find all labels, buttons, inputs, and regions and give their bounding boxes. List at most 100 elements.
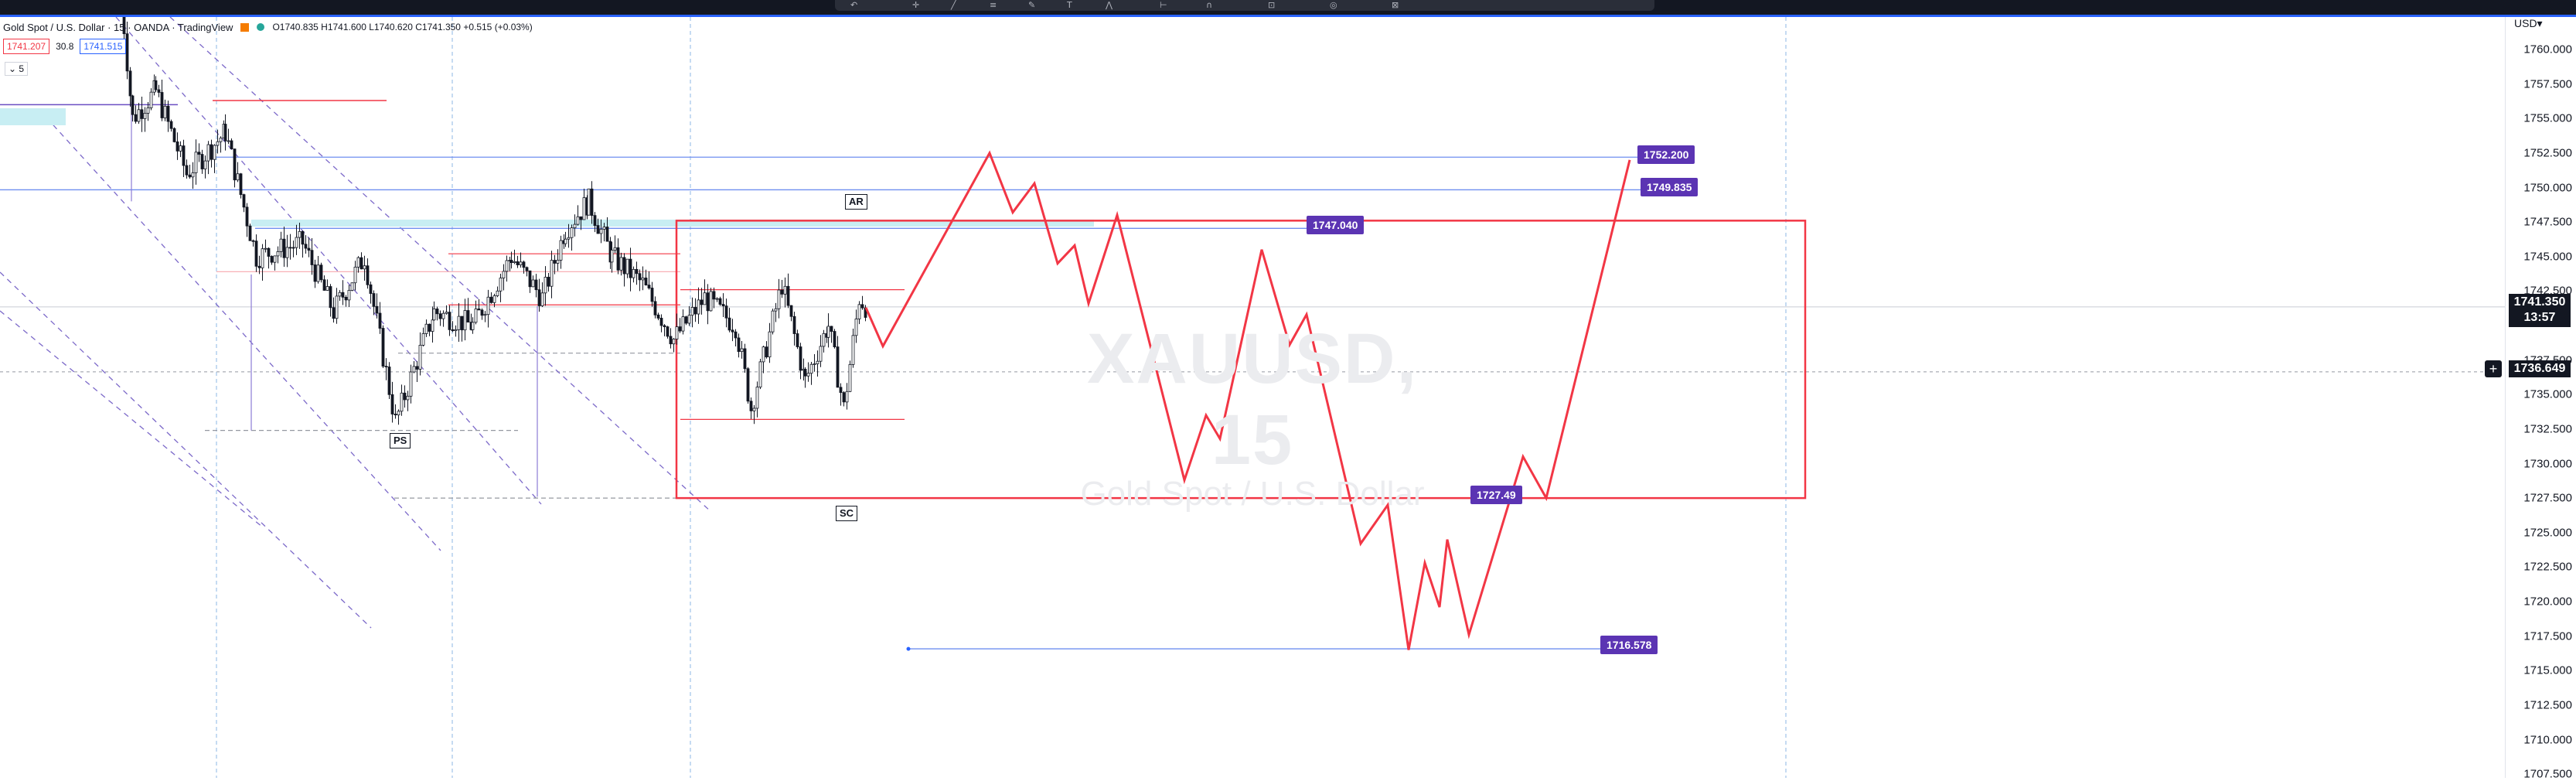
tag-1749[interactable]: 1749.835 [1641,178,1699,196]
candle [796,333,799,347]
label-ar[interactable]: AR [845,194,867,210]
candle [409,371,413,397]
candle [531,279,535,288]
candle [131,95,135,115]
candle [746,368,750,402]
candle [703,292,707,305]
candle [737,337,741,353]
buy-button[interactable]: 1741.515 [80,39,127,54]
candle [166,105,170,122]
price-tick-label: 1710.000 [2523,733,2572,746]
candle [245,206,249,227]
candle [675,326,679,339]
candle [693,307,697,315]
candle [248,225,252,241]
candle [579,216,583,220]
plus-icon[interactable]: + [2485,360,2502,377]
candle [369,284,373,294]
candle [257,265,261,268]
tag-1752[interactable]: 1752.200 [1637,145,1695,164]
symbol-title[interactable]: Gold Spot / U.S. Dollar · 15 · OANDA · T… [3,21,233,33]
current-price-label: 1741.350 13:57 [2509,294,2571,327]
candle [700,299,704,305]
candle [322,279,326,291]
price-tick-label: 1750.000 [2523,181,2572,194]
currency-selector[interactable]: USD▾ [2514,17,2543,29]
price-axis[interactable]: 1760.000 1757.500 1755.000 1752.500 1750.000… [2505,17,2576,781]
ruler-icon[interactable]: ⊢ [1160,0,1167,10]
candle [619,257,623,271]
channel-line [169,17,712,513]
fib-icon[interactable]: ≡ [990,0,997,10]
candle [460,315,464,331]
candle [582,197,586,220]
label-ps[interactable]: PS [390,433,411,448]
candle [653,301,657,315]
price-chart-canvas[interactable] [0,17,2505,778]
candle [528,270,532,288]
candle [656,314,660,319]
price-tick-label: 1735.000 [2523,387,2572,401]
candle [424,323,428,334]
candle [836,346,840,388]
candle [690,307,694,316]
candle [638,273,642,281]
candle [833,331,837,347]
brush-icon[interactable]: ✎ [1028,0,1036,10]
trash-icon[interactable]: ⊠ [1392,0,1399,10]
channel-line [115,17,542,505]
candle [298,230,302,238]
candle [210,144,213,160]
candle [431,319,434,332]
candle [816,360,819,364]
lock-icon[interactable]: ⊡ [1268,0,1276,10]
price-tick-label: 1752.500 [2523,146,2572,160]
undo-icon[interactable]: ↶ [850,0,858,10]
candle [534,279,538,291]
eye-icon[interactable]: ◎ [1330,0,1337,10]
candle [338,292,342,297]
candle [666,326,670,337]
magnet-icon[interactable]: ∩ [1206,0,1213,10]
candle [219,138,223,142]
trade-buttons: 1741.207 30.8 1741.515 [3,39,127,54]
tag-1716[interactable]: 1716.578 [1600,636,1658,654]
candle [522,261,526,268]
indicator-collapse-button[interactable]: ⌄ 5 [5,62,29,76]
candle [857,304,861,319]
text-icon[interactable]: T [1067,0,1072,10]
candle [752,408,756,411]
candle [537,289,541,306]
pattern-icon[interactable]: ⋀ [1106,0,1113,10]
price-tick-label: 1760.000 [2523,43,2572,56]
candle [390,394,394,414]
candle [471,322,475,330]
candle [432,309,436,321]
candle [233,148,237,181]
candle [316,264,320,282]
sell-button[interactable]: 1741.207 [3,39,50,54]
candle [822,333,826,347]
tag-1727[interactable]: 1727.49 [1470,486,1522,504]
top-header-bar: ↶ ✛ ╱ ≡ ✎ T ⋀ ⊢ ∩ ⊡ ◎ ⊠ [0,0,2576,15]
candle [848,363,852,392]
candle [774,308,778,312]
trendline-icon[interactable]: ╱ [951,0,956,10]
candle [454,329,458,332]
candle [172,128,176,142]
candle [412,366,416,373]
candle [543,277,547,294]
cursor-icon[interactable]: ✛ [912,0,920,10]
candle [441,312,445,319]
candle [480,309,484,316]
candle [743,348,747,370]
candle [160,92,164,118]
candle [783,285,787,295]
candle [140,109,144,119]
label-sc[interactable]: SC [836,506,858,521]
tag-1747[interactable]: 1747.040 [1307,216,1365,234]
candle [451,329,455,332]
candle [128,70,132,97]
candle [489,296,493,303]
candle [291,247,295,249]
